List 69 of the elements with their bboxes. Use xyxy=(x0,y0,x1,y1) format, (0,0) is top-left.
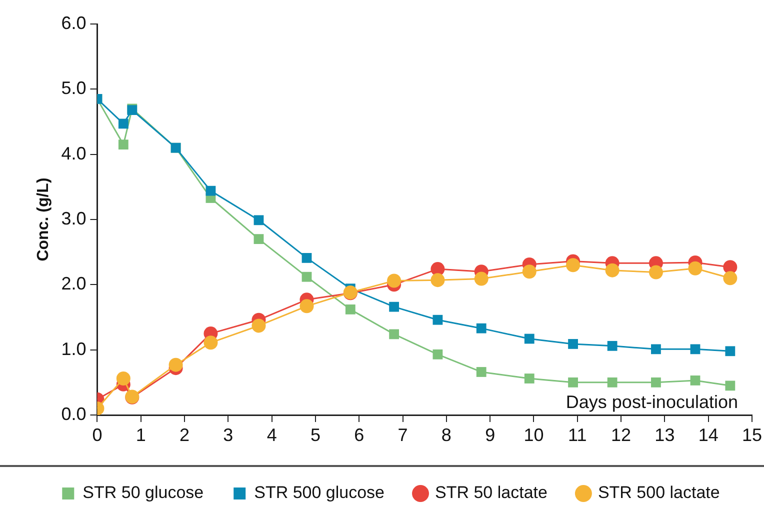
point xyxy=(254,215,264,226)
y-tick-label: 4.0 xyxy=(61,143,86,164)
point xyxy=(725,346,736,356)
y-tick-label: 0.0 xyxy=(61,404,86,424)
point xyxy=(476,323,486,334)
legend-label: STR 500 lactate xyxy=(598,483,720,502)
point xyxy=(725,380,736,391)
x-tick-label: 13 xyxy=(654,424,675,445)
point xyxy=(524,374,534,384)
point xyxy=(389,329,400,340)
point xyxy=(607,340,618,351)
point xyxy=(568,377,578,388)
point xyxy=(605,263,620,278)
x-axis-title: Days post-inoculation xyxy=(566,392,738,412)
x-tick-label: 6 xyxy=(354,424,364,445)
x-tick-label: 4 xyxy=(266,424,277,445)
point xyxy=(204,336,218,350)
legend-label: STR 500 glucose xyxy=(254,483,385,502)
point xyxy=(116,372,130,386)
point xyxy=(345,304,356,314)
point xyxy=(206,186,216,196)
point xyxy=(432,349,443,360)
x-tick-label: 14 xyxy=(698,424,718,445)
point xyxy=(252,318,266,333)
point xyxy=(118,140,128,150)
x-tick-label: 1 xyxy=(136,424,146,445)
y-tick-label: 2.0 xyxy=(61,274,86,294)
point xyxy=(300,299,314,314)
point xyxy=(387,274,402,288)
x-tick-label: 2 xyxy=(180,424,190,445)
point xyxy=(524,334,534,344)
point xyxy=(566,258,580,272)
point xyxy=(432,314,443,325)
x-tick-label: 12 xyxy=(611,424,632,445)
point xyxy=(651,377,661,388)
x-tick-label: 7 xyxy=(398,424,408,445)
point xyxy=(651,344,661,354)
point xyxy=(607,377,618,388)
x-tick-label: 5 xyxy=(310,424,320,445)
point xyxy=(522,264,536,279)
x-tick-label: 9 xyxy=(485,424,496,445)
point xyxy=(648,265,663,280)
x-tick-label: 8 xyxy=(441,424,452,445)
y-tick-label: 6.0 xyxy=(61,12,86,33)
x-tick-label: 3 xyxy=(223,424,234,445)
point xyxy=(723,271,738,286)
point xyxy=(389,302,400,312)
point xyxy=(254,234,264,244)
point xyxy=(168,358,183,372)
x-tick-label: 10 xyxy=(524,424,544,445)
x-tick-label: 0 xyxy=(92,424,102,445)
point xyxy=(430,273,445,288)
x-tick-label: 11 xyxy=(568,424,587,445)
point xyxy=(688,261,702,276)
point xyxy=(476,367,486,377)
point xyxy=(690,376,700,386)
point xyxy=(118,118,128,129)
y-tick-label: 1.0 xyxy=(61,338,86,359)
legend-label: STR 50 glucose xyxy=(82,483,204,502)
point xyxy=(302,253,312,263)
point xyxy=(568,339,578,349)
y-axis-title: Conc. (g/L) xyxy=(35,178,52,262)
point xyxy=(474,272,488,286)
y-tick-label: 3.0 xyxy=(61,208,86,228)
x-tick-label: 15 xyxy=(742,424,762,445)
y-tick-label: 5.0 xyxy=(61,78,86,98)
legend-label: STR 50 lactate xyxy=(435,483,548,502)
point xyxy=(302,272,312,282)
point xyxy=(690,344,700,354)
